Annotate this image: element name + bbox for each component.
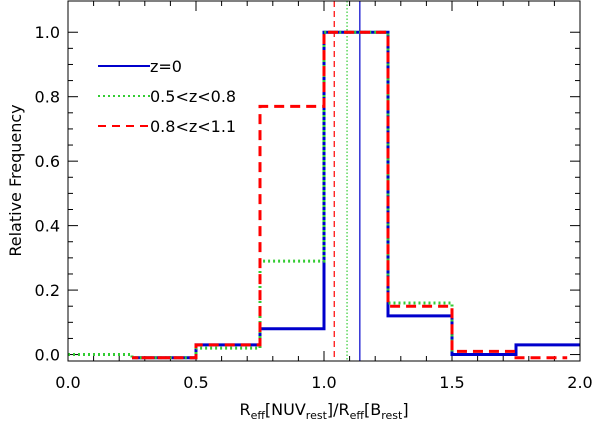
y-tick-labels: 0.0 0.2 0.4 0.6 0.8 1.0 [35, 23, 60, 364]
series-lines [68, 30, 580, 360]
y-tick-label: 0.4 [35, 217, 60, 236]
plot-frame [67, 0, 581, 362]
y-tick-label: 0.6 [35, 152, 60, 171]
y-tick-label: 0.2 [35, 281, 60, 300]
x-tick-label: 1.5 [439, 373, 464, 392]
median-lines [333, 1, 361, 361]
x-tick-label: 1.0 [311, 373, 336, 392]
series-step-line [132, 30, 580, 360]
series-step-line [132, 30, 568, 360]
y-tick-label: 1.0 [35, 23, 60, 42]
x-tick-label: 0.0 [55, 373, 80, 392]
y-tick-label: 0.0 [35, 346, 60, 365]
legend-label: 0.8<z<1.1 [150, 117, 236, 136]
x-tick-labels: 0.0 0.5 1.0 1.5 2.0 [55, 373, 592, 392]
x-tick-label: 0.5 [183, 373, 208, 392]
x-tick-label: 2.0 [567, 373, 592, 392]
x-axis-label: Reff[NUVrest]/Reff[Brest] [239, 400, 408, 422]
y-tick-label: 0.8 [35, 88, 60, 107]
legend-label: z=0 [150, 57, 182, 76]
y-axis-label: Relative Frequency [6, 104, 25, 256]
legend-label: 0.5<z<0.8 [150, 87, 236, 106]
legend: z=0 0.5<z<0.8 0.8<z<1.1 [98, 57, 236, 136]
